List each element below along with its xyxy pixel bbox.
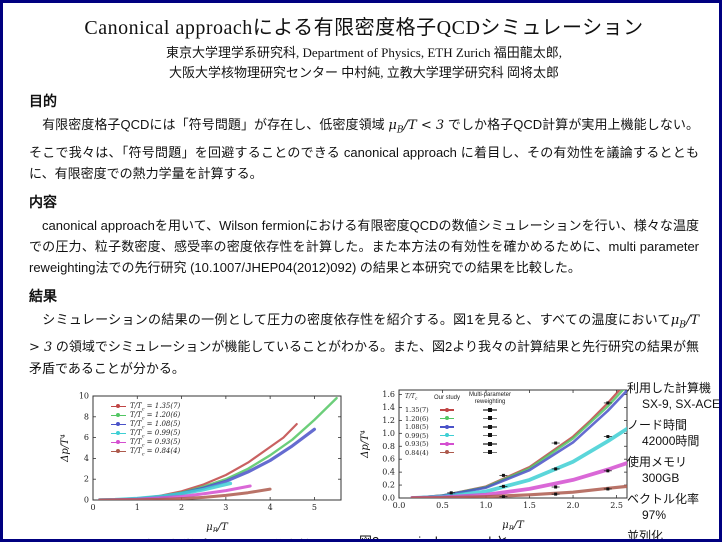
- section-heading-content: 内容: [29, 193, 57, 210]
- compute-stats-sidebar: 利用した計算機 SX-9, SX-ACE ノード時間 42000時間 使用メモリ…: [627, 380, 721, 542]
- content-area: Canonical approachによる有限密度格子QCDシミュレーション 東…: [3, 11, 719, 542]
- section-paragraph-results: シミュレーションの結果の一例として圧力の密度依存性を紹介する。図1を見ると、すべ…: [29, 311, 699, 377]
- svg-text:2: 2: [84, 475, 89, 484]
- figure1-legend-item: T/Tc = 1.20(6): [111, 411, 180, 421]
- svg-text:μB/T: μB/T: [206, 522, 229, 532]
- figure1-caption: 図1 圧力の化学ポテンシャル依存性: [59, 535, 359, 539]
- figure1-legend-item: T/Tc = 0.93(5): [111, 438, 180, 448]
- svg-text:0: 0: [84, 496, 89, 505]
- svg-text:1.2: 1.2: [382, 416, 395, 425]
- svg-text:3: 3: [223, 503, 228, 512]
- figure2-caption-line1: 図2 canonical approachと: [359, 534, 509, 542]
- figure2-legend-item: 1.08(5): [405, 423, 517, 432]
- svg-text:6: 6: [84, 433, 89, 442]
- figure2-legend-item: 1.20(6): [405, 415, 517, 424]
- svg-text:1: 1: [135, 503, 140, 512]
- authors-line-1: 東京大学理学系研究科, Department of Physics, ETH Z…: [165, 45, 563, 60]
- stat-label: 使用メモリ: [627, 455, 688, 470]
- figures-row: 0 1 2 3 4 5 0 2 4 6 8 10 μB/T Δp/T⁴ T/Tc = 1.35(7) T/T…: [29, 381, 719, 542]
- figure1-legend-item: T/Tc = 1.08(5): [111, 420, 180, 430]
- section-paragraph-content: canonical approachを用いて、Wilson fermionにおけ…: [29, 217, 699, 275]
- stat-label: ノード時間: [627, 418, 688, 433]
- svg-text:0.8: 0.8: [382, 442, 395, 451]
- svg-text:2.5: 2.5: [610, 501, 623, 510]
- svg-text:0.5: 0.5: [436, 501, 449, 510]
- svg-text:1.5: 1.5: [523, 501, 536, 510]
- stat-value: 97%: [642, 508, 667, 523]
- figure1-legend-item: T/Tc = 0.99(5): [111, 429, 180, 439]
- stat-value: 300GB: [642, 471, 680, 486]
- stat-value: 42000時間: [642, 434, 700, 449]
- stat-machine: 利用した計算機 SX-9, SX-ACE: [627, 380, 721, 412]
- svg-text:Δp/T⁴: Δp/T⁴: [60, 434, 71, 463]
- svg-text:0.0: 0.0: [393, 501, 406, 510]
- svg-text:0.2: 0.2: [382, 481, 395, 490]
- figure2-legend-item: 0.84(4): [405, 449, 517, 458]
- svg-text:μB/T: μB/T: [502, 520, 525, 530]
- figure1-legend-item: T/Tc = 0.84(4): [111, 447, 180, 457]
- stat-label: 並列化: [627, 529, 664, 542]
- page-title: Canonical approachによる有限密度格子QCDシミュレーション: [84, 17, 644, 39]
- svg-text:4: 4: [268, 503, 273, 512]
- figure-2: 0.0 0.5 1.0 1.5 2.0 2.5 0.0 0.2 0.4 0.6 0.8 1.0 1.2 1…: [359, 384, 649, 542]
- svg-text:0.4: 0.4: [382, 468, 395, 477]
- svg-text:5: 5: [312, 503, 317, 512]
- svg-text:1.6: 1.6: [382, 390, 395, 399]
- stat-memory: 使用メモリ 300GB: [627, 454, 719, 486]
- figure2-chart: 0.0 0.5 1.0 1.5 2.0 2.5 0.0 0.2 0.4 0.6 0.8 1.0 1.2 1…: [360, 389, 628, 530]
- figure2-legend-item: 1.35(7): [405, 406, 517, 415]
- svg-text:1.0: 1.0: [480, 501, 493, 510]
- section-heading-results: 結果: [29, 287, 57, 304]
- svg-text:Δp/T⁴: Δp/T⁴: [360, 430, 371, 459]
- svg-text:0: 0: [90, 503, 95, 512]
- figure2-caption: 図2 canonical approachと multi parameter r…: [359, 533, 649, 542]
- stat-parallelization: 並列化 64並列, 128並列: [627, 528, 719, 542]
- figure1-legend: T/Tc = 1.35(7) T/Tc = 1.20(6) T/Tc = 1.08(…: [111, 402, 180, 457]
- stat-value: SX-9, SX-ACE: [642, 397, 721, 412]
- svg-text:1.4: 1.4: [382, 403, 395, 412]
- authors-line-2: 大阪大学核物理研究センター 中村純, 立教大学理学研究科 岡将太郎: [168, 65, 559, 80]
- svg-text:2.0: 2.0: [567, 501, 580, 510]
- figure2-legend-item: 0.93(5): [405, 440, 517, 449]
- stat-node-hours: ノード時間 42000時間: [627, 417, 719, 449]
- figure2-legend-header: T/Tc Our study Multi-parameter reweighting: [405, 392, 511, 405]
- svg-text:2: 2: [179, 503, 184, 512]
- svg-text:0.6: 0.6: [382, 455, 395, 464]
- section-heading-purpose: 目的: [29, 93, 57, 109]
- svg-text:0.0: 0.0: [382, 494, 395, 503]
- svg-text:1.0: 1.0: [382, 429, 395, 438]
- figure2-legend-item: 0.99(5): [405, 432, 517, 441]
- svg-text:10: 10: [79, 392, 89, 401]
- figure2-legend: T/Tc Our study Multi-parameter reweighting…: [405, 392, 517, 457]
- stat-label: 利用した計算機: [627, 381, 712, 396]
- stat-vectorization: ベクトル化率 97%: [627, 491, 719, 523]
- figure-1: 0 1 2 3 4 5 0 2 4 6 8 10 μB/T Δp/T⁴ T/Tc = 1.35(7) T/T…: [59, 390, 359, 539]
- figure1-legend-item: T/Tc = 1.35(7): [111, 402, 180, 412]
- svg-text:4: 4: [84, 454, 89, 463]
- section-paragraph-purpose: 有限密度格子QCDには「符号問題」が存在し、低密度領域 μB/T < 3 でしか…: [29, 117, 699, 181]
- figure1-chart: 0 1 2 3 4 5 0 2 4 6 8 10 μB/T Δp/T⁴: [60, 392, 342, 532]
- svg-text:8: 8: [84, 412, 89, 421]
- stat-label: ベクトル化率: [627, 492, 700, 507]
